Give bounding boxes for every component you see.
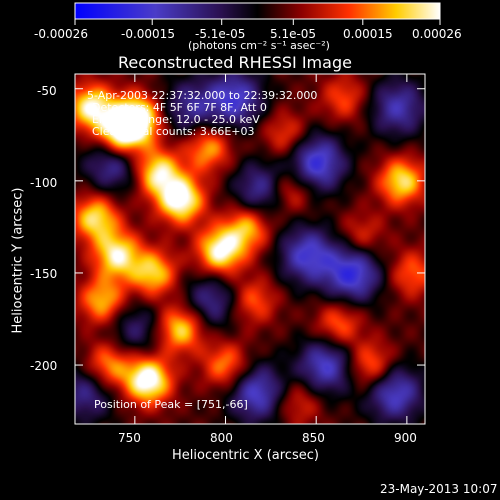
plot-frame xyxy=(74,73,426,425)
colorbar-tick-label-3: 5.1e-05 xyxy=(270,27,317,41)
colorbar-gradient xyxy=(74,2,441,20)
colorbar-unit-label: (photons cm⁻² s⁻¹ asec⁻²) xyxy=(188,39,330,52)
y-axis-label: Heliocentric Y (arcsec) xyxy=(10,187,26,334)
annotation-detectors: Detectors: 4F 5F 6F 7F 8F, Att 0 xyxy=(92,101,267,114)
x-axis-label: Heliocentric X (arcsec) xyxy=(172,448,319,463)
y-tick-label-m200: -200 xyxy=(30,359,58,373)
colorbar xyxy=(74,2,441,25)
x-tick-label-850: 850 xyxy=(302,431,325,445)
footer-timestamp: 23-May-2013 10:07 xyxy=(380,482,498,496)
chart-title: Reconstructed RHESSI Image xyxy=(118,53,352,72)
x-tick-label-800: 800 xyxy=(210,431,233,445)
annotation-energy-range: Energy Range: 12.0 - 25.0 keV xyxy=(92,113,260,126)
peak-position-label: Position of Peak = [751,-66] xyxy=(94,398,248,411)
colorbar-tick-label-1: -0.00015 xyxy=(121,27,175,41)
plot-area: 5-Apr-2003 22:37:32.000 to 22:39:32.000 … xyxy=(75,74,425,424)
colorbar-tick-label-2: -5.1e-05 xyxy=(195,27,246,41)
y-tick-label-m150: -150 xyxy=(30,267,58,281)
colorbar-tick-label-4: 0.00015 xyxy=(343,27,393,41)
annotation-time-range: 5-Apr-2003 22:37:32.000 to 22:39:32.000 xyxy=(87,89,318,102)
colorbar-tick-label-5: 0.00026 xyxy=(412,27,462,41)
colorbar-tick-label-0: -0.00026 xyxy=(34,27,88,41)
y-tick-label-m50: -50 xyxy=(37,84,57,98)
x-tick-label-900: 900 xyxy=(394,431,417,445)
annotation-clean-counts: Clean Total counts: 3.66E+03 xyxy=(92,125,255,138)
x-tick-label-750: 750 xyxy=(118,431,141,445)
y-tick-label-m100: -100 xyxy=(30,176,58,190)
heatmap-image xyxy=(75,74,425,424)
